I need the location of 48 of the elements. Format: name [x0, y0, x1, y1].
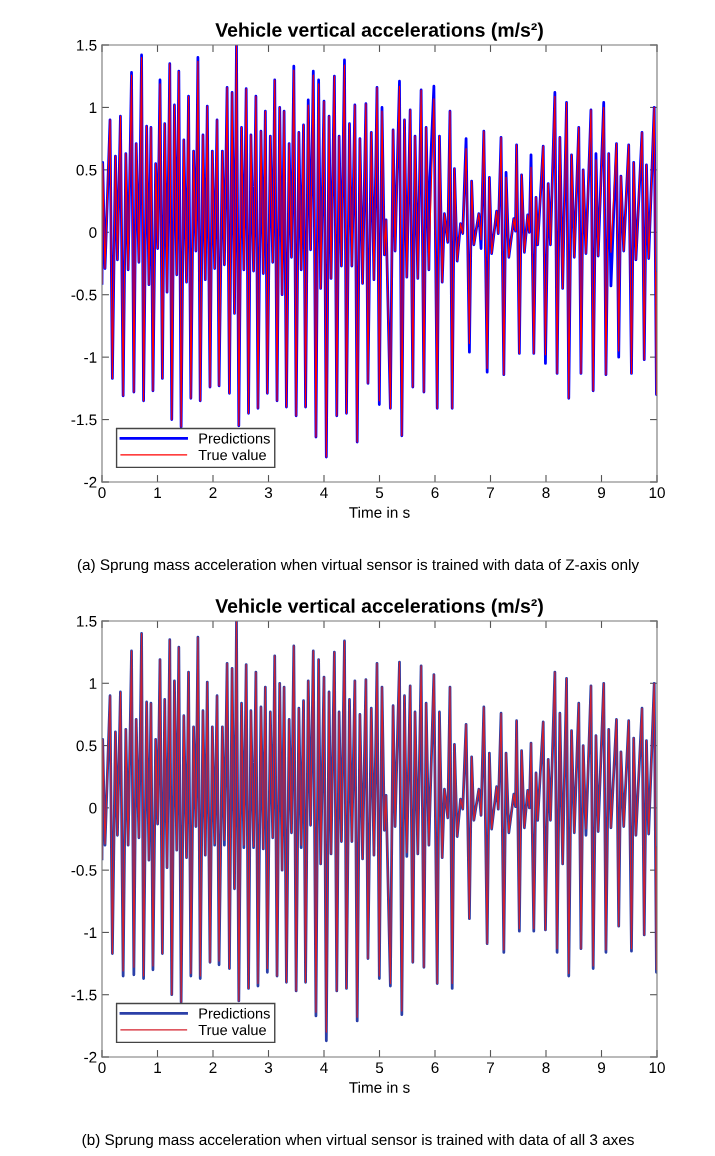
x-tick-label: 8 — [542, 1062, 550, 1074]
y-tick-label: 0 — [89, 802, 97, 814]
y-tick-label: 1 — [89, 102, 97, 113]
x-tick-label: 0 — [98, 1062, 106, 1074]
y-tick-label: -1 — [84, 927, 97, 938]
chart-title: Vehicle vertical accelerations (m/s²) — [215, 22, 543, 41]
y-tick-label: 1.5 — [77, 40, 97, 51]
x-tick-label: 9 — [597, 487, 606, 499]
x-tick-label: 3 — [264, 1062, 273, 1074]
x-tick-label: 10 — [649, 1062, 665, 1074]
x-tick-label: 6 — [431, 1062, 439, 1074]
y-tick-label: 1 — [89, 678, 97, 689]
y-tick-label: 0.5 — [76, 164, 97, 176]
x-tick-label: 5 — [375, 487, 384, 499]
y-tick-label: -0.5 — [71, 289, 97, 301]
legend-label: Predictions — [199, 1007, 270, 1019]
x-axis-title: Time in s — [349, 1081, 410, 1093]
y-tick-label: -1 — [84, 352, 97, 363]
y-tick-label: -1.5 — [71, 414, 97, 426]
x-tick-label: 4 — [320, 487, 328, 498]
legend-label: True value — [198, 449, 266, 461]
x-tick-label: 1 — [154, 487, 161, 498]
y-tick-label: 1.5 — [77, 616, 97, 627]
x-tick-label: 8 — [542, 487, 550, 499]
y-tick-label: -2 — [84, 476, 97, 488]
x-tick-label: 6 — [431, 487, 439, 499]
y-tick-label: 0 — [89, 227, 97, 238]
y-tick-label: 0.5 — [76, 740, 97, 752]
x-tick-label: 1 — [154, 1062, 161, 1073]
x-tick-label: 0 — [98, 487, 106, 499]
x-tick-label: 5 — [375, 1062, 384, 1074]
y-tick-label: -0.5 — [71, 865, 97, 876]
x-tick-label: 3 — [264, 487, 273, 499]
x-tick-label: 2 — [209, 487, 217, 498]
x-tick-label: 2 — [209, 1062, 217, 1073]
chart-title: Vehicle vertical accelerations (m/s²) — [215, 598, 543, 617]
text: (a) Sprung mass acceleration when virtual sensor is trained with data of Z-axis only — [77, 558, 640, 574]
y-tick-label: -2 — [84, 1051, 97, 1063]
x-tick-label: 10 — [649, 487, 665, 499]
x-axis-title: Time in s — [349, 506, 410, 518]
x-tick-label: 7 — [487, 1062, 494, 1073]
y-tick-label: -1.5 — [71, 989, 97, 1001]
x-tick-label: 4 — [320, 1062, 328, 1073]
legend-label: Predictions — [199, 432, 270, 444]
x-tick-label: 9 — [597, 1062, 606, 1074]
legend-label: True value — [198, 1024, 266, 1036]
text: (b) Sprung mass acceleration when virtual sensor is trained with data of all 3 axes — [82, 1133, 634, 1149]
x-tick-label: 7 — [487, 487, 494, 498]
